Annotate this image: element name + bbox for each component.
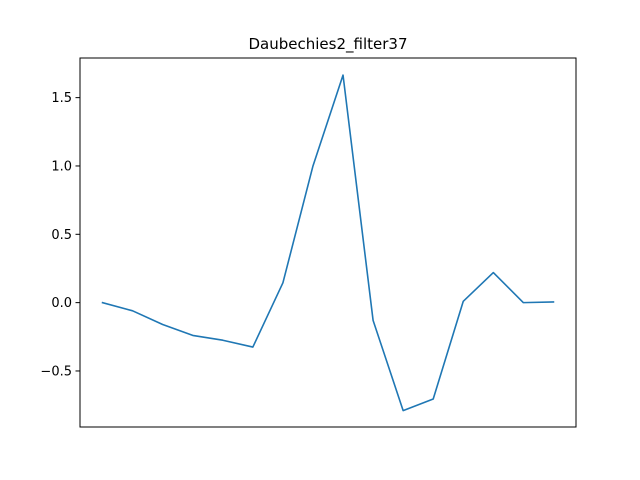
- y-tick-label: 1.5: [51, 91, 72, 106]
- y-tick-label: 1.0: [51, 159, 72, 174]
- chart-title: Daubechies2_filter37: [249, 35, 408, 54]
- y-axis-ticks: −0.5 0.0 0.5 1.0 1.5: [40, 91, 80, 379]
- y-tick-label: −0.5: [40, 364, 72, 379]
- plot-area-frame: [79, 57, 577, 428]
- y-tick-label: 0.0: [51, 296, 72, 311]
- y-tick-label: 0.5: [51, 228, 72, 243]
- series-line: [101, 74, 555, 412]
